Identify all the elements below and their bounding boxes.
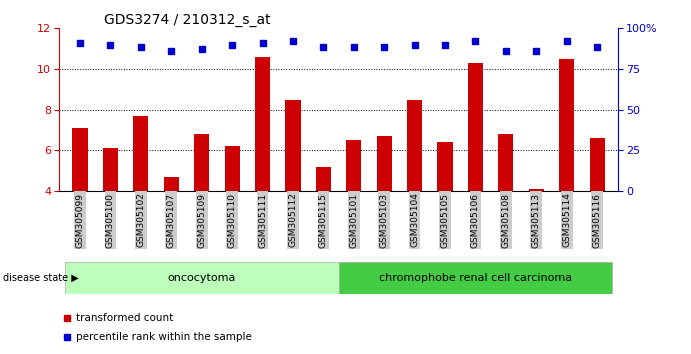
Bar bbox=[133, 116, 149, 191]
Bar bbox=[377, 136, 392, 191]
Bar bbox=[529, 189, 544, 191]
Bar bbox=[346, 140, 361, 191]
Text: GSM305111: GSM305111 bbox=[258, 193, 267, 247]
Text: GSM305102: GSM305102 bbox=[136, 193, 145, 247]
Text: GSM305099: GSM305099 bbox=[75, 193, 84, 247]
Bar bbox=[285, 99, 301, 191]
Bar bbox=[559, 59, 574, 191]
Bar bbox=[73, 128, 88, 191]
Bar bbox=[255, 57, 270, 191]
Text: GSM305110: GSM305110 bbox=[227, 193, 236, 247]
Bar bbox=[164, 177, 179, 191]
Text: percentile rank within the sample: percentile rank within the sample bbox=[75, 332, 252, 342]
Text: transformed count: transformed count bbox=[75, 313, 173, 323]
Text: GSM305112: GSM305112 bbox=[288, 193, 297, 247]
Text: GSM305103: GSM305103 bbox=[380, 193, 389, 247]
Text: GSM305108: GSM305108 bbox=[502, 193, 511, 247]
Bar bbox=[407, 99, 422, 191]
Bar bbox=[103, 148, 118, 191]
Text: GSM305106: GSM305106 bbox=[471, 193, 480, 247]
Text: GSM305104: GSM305104 bbox=[410, 193, 419, 247]
Text: chromophobe renal cell carcinoma: chromophobe renal cell carcinoma bbox=[379, 273, 572, 283]
Bar bbox=[339, 262, 612, 294]
Bar bbox=[437, 142, 453, 191]
Text: GSM305115: GSM305115 bbox=[319, 193, 328, 247]
Bar bbox=[225, 147, 240, 191]
Text: GSM305114: GSM305114 bbox=[562, 193, 571, 247]
Text: GSM305109: GSM305109 bbox=[197, 193, 206, 247]
Text: GSM305113: GSM305113 bbox=[532, 193, 541, 247]
Text: GSM305107: GSM305107 bbox=[167, 193, 176, 247]
Bar bbox=[468, 63, 483, 191]
Text: oncocytoma: oncocytoma bbox=[167, 273, 236, 283]
Text: GSM305101: GSM305101 bbox=[349, 193, 359, 247]
Bar bbox=[194, 134, 209, 191]
Bar bbox=[316, 167, 331, 191]
Bar bbox=[589, 138, 605, 191]
Text: GSM305105: GSM305105 bbox=[441, 193, 450, 247]
Bar bbox=[65, 262, 339, 294]
Text: GDS3274 / 210312_s_at: GDS3274 / 210312_s_at bbox=[104, 13, 270, 27]
Text: disease state ▶: disease state ▶ bbox=[3, 273, 79, 283]
Text: GSM305100: GSM305100 bbox=[106, 193, 115, 247]
Text: GSM305116: GSM305116 bbox=[593, 193, 602, 247]
Bar bbox=[498, 134, 513, 191]
